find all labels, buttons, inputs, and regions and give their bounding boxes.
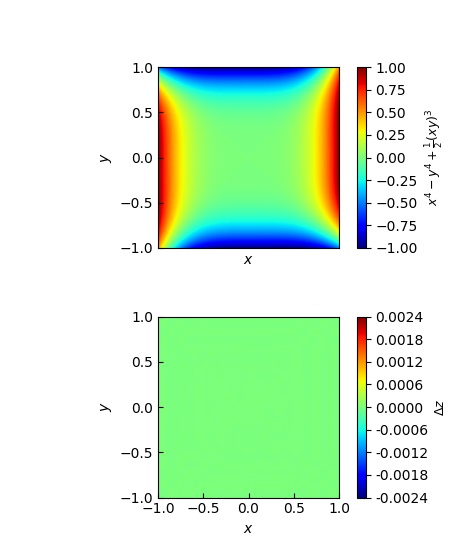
Y-axis label: $y$: $y$ bbox=[99, 152, 114, 163]
Y-axis label: $x^4 - y^4 + \frac{1}{2}(xy)^3$: $x^4 - y^4 + \frac{1}{2}(xy)^3$ bbox=[423, 109, 445, 206]
Y-axis label: $y$: $y$ bbox=[99, 402, 114, 413]
X-axis label: $x$: $x$ bbox=[243, 522, 254, 536]
Y-axis label: $\Delta z$: $\Delta z$ bbox=[434, 399, 447, 416]
X-axis label: $x$: $x$ bbox=[243, 253, 254, 268]
